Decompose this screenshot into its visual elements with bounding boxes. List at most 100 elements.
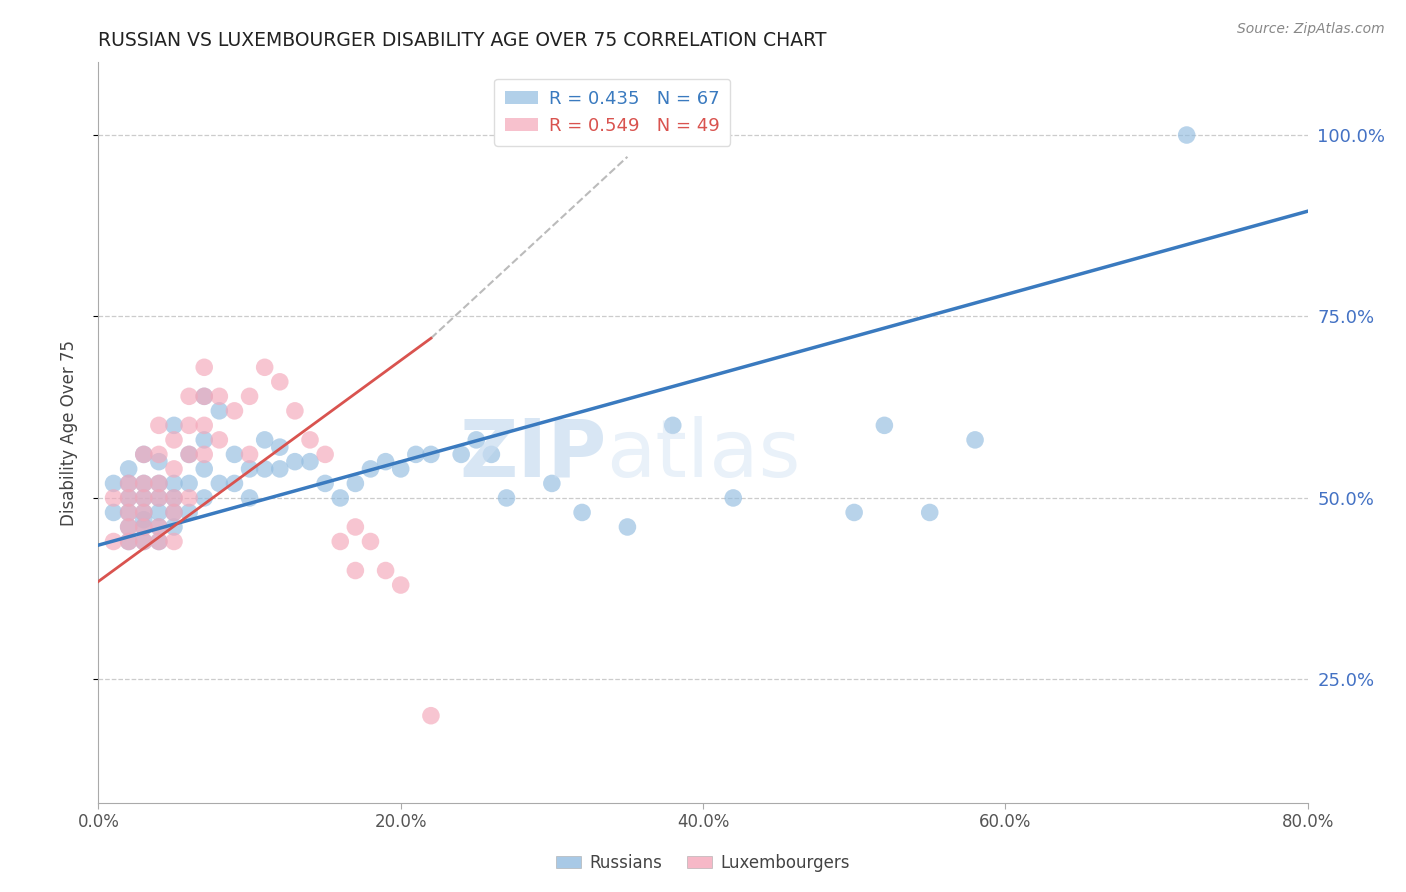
Point bbox=[965, 433, 987, 447]
Legend: R = 0.435   N = 67, R = 0.549   N = 49: R = 0.435 N = 67, R = 0.549 N = 49 bbox=[495, 78, 730, 145]
Point bbox=[344, 476, 367, 491]
Point bbox=[193, 389, 215, 403]
Point bbox=[616, 520, 638, 534]
Point bbox=[420, 447, 443, 461]
Point bbox=[132, 447, 155, 461]
Point bbox=[239, 462, 262, 476]
Point bbox=[193, 447, 215, 461]
Point bbox=[118, 491, 141, 505]
Point bbox=[299, 433, 322, 447]
Point bbox=[163, 491, 186, 505]
Point bbox=[420, 708, 443, 723]
Point bbox=[132, 506, 155, 520]
Point bbox=[344, 520, 367, 534]
Point bbox=[132, 513, 155, 527]
Point bbox=[465, 433, 488, 447]
Point bbox=[269, 462, 291, 476]
Point bbox=[405, 447, 427, 461]
Point bbox=[132, 491, 155, 505]
Point bbox=[132, 534, 155, 549]
Point bbox=[179, 447, 201, 461]
Point bbox=[284, 404, 307, 418]
Point bbox=[179, 491, 201, 505]
Point bbox=[148, 491, 170, 505]
Point bbox=[208, 476, 231, 491]
Point bbox=[132, 491, 155, 505]
Point bbox=[148, 534, 170, 549]
Point bbox=[253, 462, 276, 476]
Point bbox=[132, 520, 155, 534]
Point bbox=[253, 433, 276, 447]
Point bbox=[103, 534, 125, 549]
Point bbox=[179, 389, 201, 403]
Point bbox=[389, 462, 412, 476]
Point bbox=[661, 418, 683, 433]
Point bbox=[118, 462, 141, 476]
Point bbox=[374, 455, 396, 469]
Point bbox=[495, 491, 517, 505]
Point bbox=[118, 534, 141, 549]
Point bbox=[179, 418, 201, 433]
Point bbox=[118, 534, 141, 549]
Point bbox=[132, 447, 155, 461]
Point bbox=[103, 476, 125, 491]
Point bbox=[118, 506, 141, 520]
Point bbox=[329, 491, 352, 505]
Point bbox=[163, 534, 186, 549]
Point bbox=[314, 447, 336, 461]
Point bbox=[314, 476, 336, 491]
Point bbox=[193, 360, 215, 375]
Text: atlas: atlas bbox=[606, 416, 800, 494]
Point bbox=[148, 520, 170, 534]
Point bbox=[481, 447, 503, 461]
Point bbox=[193, 433, 215, 447]
Point bbox=[163, 491, 186, 505]
Point bbox=[723, 491, 745, 505]
Point bbox=[844, 506, 866, 520]
Point bbox=[374, 564, 396, 578]
Text: RUSSIAN VS LUXEMBOURGER DISABILITY AGE OVER 75 CORRELATION CHART: RUSSIAN VS LUXEMBOURGER DISABILITY AGE O… bbox=[98, 30, 827, 50]
Point bbox=[148, 476, 170, 491]
Point bbox=[208, 389, 231, 403]
Point bbox=[450, 447, 472, 461]
Point bbox=[269, 375, 291, 389]
Point bbox=[193, 389, 215, 403]
Point bbox=[163, 418, 186, 433]
Point bbox=[148, 447, 170, 461]
Point bbox=[918, 506, 941, 520]
Point bbox=[148, 534, 170, 549]
Point bbox=[163, 506, 186, 520]
Point bbox=[389, 578, 412, 592]
Point bbox=[163, 476, 186, 491]
Point bbox=[224, 404, 246, 418]
Point bbox=[132, 520, 155, 534]
Point bbox=[132, 476, 155, 491]
Point bbox=[224, 476, 246, 491]
Point bbox=[148, 491, 170, 505]
Point bbox=[179, 447, 201, 461]
Point bbox=[103, 506, 125, 520]
Point bbox=[208, 433, 231, 447]
Point bbox=[193, 418, 215, 433]
Point bbox=[540, 476, 562, 491]
Point bbox=[193, 491, 215, 505]
Point bbox=[132, 476, 155, 491]
Point bbox=[239, 447, 262, 461]
Point bbox=[571, 506, 593, 520]
Point bbox=[103, 491, 125, 505]
Point bbox=[163, 433, 186, 447]
Point bbox=[179, 476, 201, 491]
Point bbox=[344, 564, 367, 578]
Point bbox=[118, 520, 141, 534]
Point bbox=[163, 520, 186, 534]
Point bbox=[208, 404, 231, 418]
Point bbox=[118, 476, 141, 491]
Text: ZIP: ZIP bbox=[458, 416, 606, 494]
Point bbox=[148, 455, 170, 469]
Point bbox=[239, 389, 262, 403]
Point bbox=[360, 462, 382, 476]
Text: Source: ZipAtlas.com: Source: ZipAtlas.com bbox=[1237, 22, 1385, 37]
Point bbox=[163, 462, 186, 476]
Point bbox=[253, 360, 276, 375]
Point bbox=[224, 447, 246, 461]
